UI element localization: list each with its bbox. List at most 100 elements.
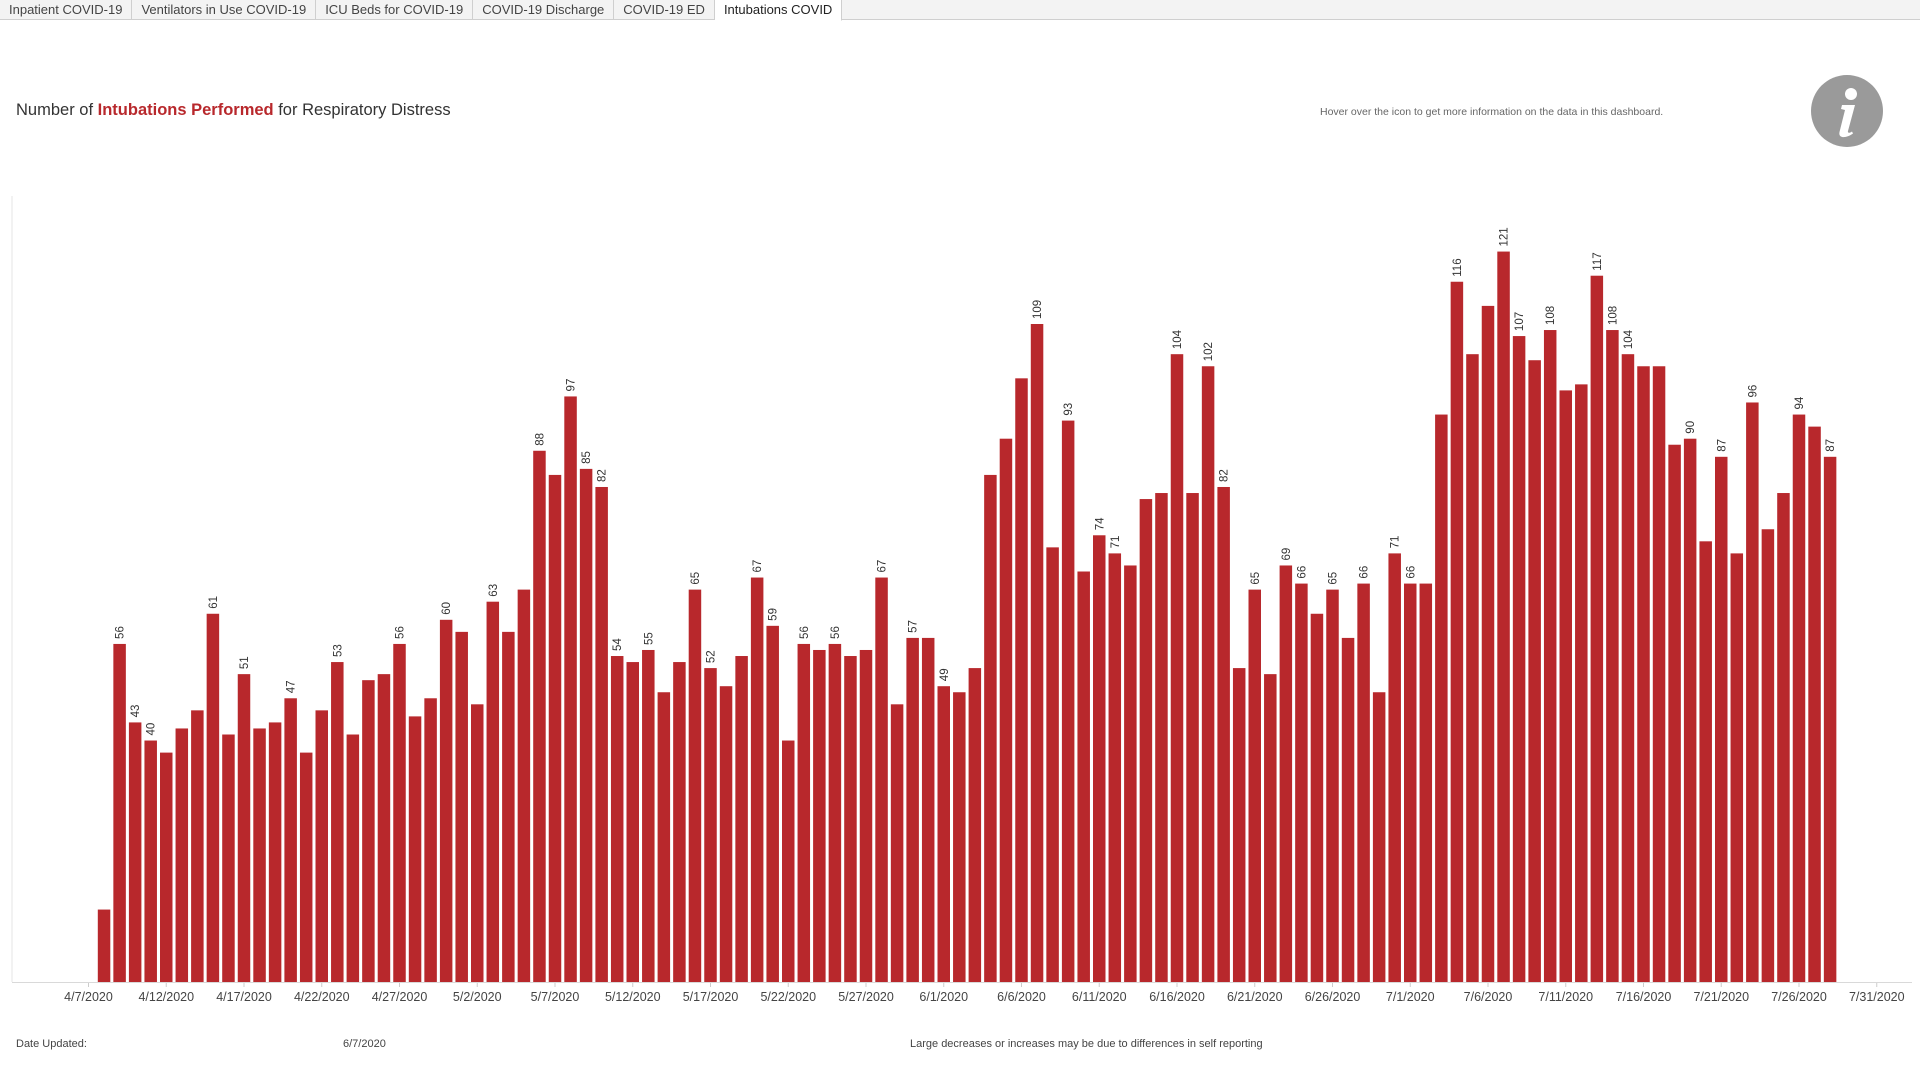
bar[interactable] (704, 668, 717, 982)
bar[interactable] (1326, 589, 1339, 982)
bar[interactable] (284, 698, 297, 982)
bar[interactable] (1699, 541, 1712, 982)
bar[interactable] (1823, 456, 1837, 982)
bar[interactable] (439, 619, 453, 982)
bar[interactable] (237, 674, 251, 982)
bar[interactable] (1559, 390, 1573, 982)
bar[interactable] (1512, 336, 1526, 982)
bar[interactable] (595, 486, 608, 982)
bar[interactable] (1575, 384, 1588, 982)
bar[interactable] (999, 438, 1013, 982)
bar[interactable] (1466, 354, 1479, 982)
bar[interactable] (1279, 565, 1293, 982)
bar[interactable] (1077, 571, 1090, 983)
bar[interactable] (1232, 668, 1246, 982)
bar[interactable] (175, 728, 189, 982)
bar[interactable] (206, 613, 220, 982)
bar[interactable] (953, 692, 966, 982)
bar[interactable] (502, 631, 515, 982)
bar[interactable] (362, 680, 375, 982)
bar[interactable] (890, 704, 904, 982)
bar[interactable] (1186, 493, 1199, 982)
bar[interactable] (1139, 499, 1153, 982)
bar[interactable] (144, 740, 157, 982)
tab-inpatient-covid-19[interactable]: Inpatient COVID-19 (0, 0, 133, 20)
bar[interactable] (1248, 589, 1262, 982)
bar[interactable] (1668, 444, 1681, 983)
bar[interactable] (1030, 324, 1044, 982)
bar[interactable] (548, 474, 562, 982)
bar[interactable] (813, 649, 826, 982)
bar[interactable] (968, 668, 982, 982)
bar[interactable] (828, 643, 842, 982)
bar[interactable] (315, 710, 329, 982)
bar[interactable] (1606, 330, 1619, 982)
bar[interactable] (486, 601, 500, 982)
bar[interactable] (984, 474, 997, 982)
bar[interactable] (626, 662, 640, 982)
bar[interactable] (1715, 456, 1728, 982)
bar[interactable] (253, 728, 266, 982)
bar[interactable] (1015, 378, 1028, 982)
bar[interactable] (750, 577, 764, 982)
bar[interactable] (1497, 251, 1510, 982)
bar[interactable] (1652, 366, 1666, 982)
bar[interactable] (1637, 366, 1650, 982)
bar[interactable] (1217, 486, 1230, 982)
bar[interactable] (844, 656, 857, 982)
bar[interactable] (1590, 275, 1604, 983)
bar[interactable] (1093, 535, 1106, 982)
bar[interactable] (766, 625, 779, 982)
bar[interactable] (1683, 438, 1697, 982)
bar[interactable] (471, 704, 484, 982)
bar[interactable] (1388, 553, 1401, 982)
bar[interactable] (906, 637, 919, 982)
bar[interactable] (797, 643, 811, 982)
bar[interactable] (1777, 493, 1790, 982)
bar[interactable] (719, 686, 733, 982)
bar[interactable] (735, 656, 748, 982)
bar[interactable] (160, 752, 173, 982)
bar[interactable] (1372, 692, 1386, 982)
bar[interactable] (1450, 281, 1464, 982)
bar[interactable] (268, 722, 282, 982)
bar[interactable] (1543, 330, 1557, 982)
bar[interactable] (859, 649, 873, 982)
bar[interactable] (579, 468, 593, 982)
bar[interactable] (610, 656, 624, 982)
bar[interactable] (331, 662, 344, 982)
bar[interactable] (517, 589, 531, 982)
bar[interactable] (1481, 305, 1495, 982)
bar[interactable] (1528, 360, 1541, 983)
info-icon[interactable] (1811, 75, 1883, 147)
bar[interactable] (1295, 583, 1308, 982)
tab-covid-19-discharge[interactable]: COVID-19 Discharge (473, 0, 615, 20)
bar[interactable] (455, 631, 468, 982)
bar[interactable] (1621, 354, 1635, 982)
tab-ventilators-in-use-covid-19[interactable]: Ventilators in Use COVID-19 (132, 0, 317, 20)
bar[interactable] (222, 734, 235, 983)
bar[interactable] (1404, 583, 1417, 982)
bar[interactable] (1264, 674, 1277, 982)
bar[interactable] (346, 734, 360, 983)
bar[interactable] (1155, 493, 1168, 982)
bar[interactable] (299, 752, 313, 982)
tab-covid-19-ed[interactable]: COVID-19 ED (614, 0, 715, 20)
bar[interactable] (921, 637, 935, 982)
bar[interactable] (1124, 565, 1137, 982)
bar[interactable] (1046, 547, 1059, 982)
bar[interactable] (1730, 553, 1744, 982)
bar[interactable] (1341, 637, 1355, 982)
bar[interactable] (937, 686, 951, 982)
bar[interactable] (1435, 414, 1448, 982)
bar[interactable] (424, 698, 437, 982)
bar[interactable] (1108, 553, 1122, 982)
bar[interactable] (408, 716, 422, 982)
bar[interactable] (128, 722, 142, 982)
bar[interactable] (642, 649, 655, 982)
bar[interactable] (393, 643, 406, 982)
bar[interactable] (1746, 402, 1759, 982)
bar[interactable] (1792, 414, 1806, 982)
bar[interactable] (1419, 583, 1433, 982)
bar[interactable] (191, 710, 204, 982)
